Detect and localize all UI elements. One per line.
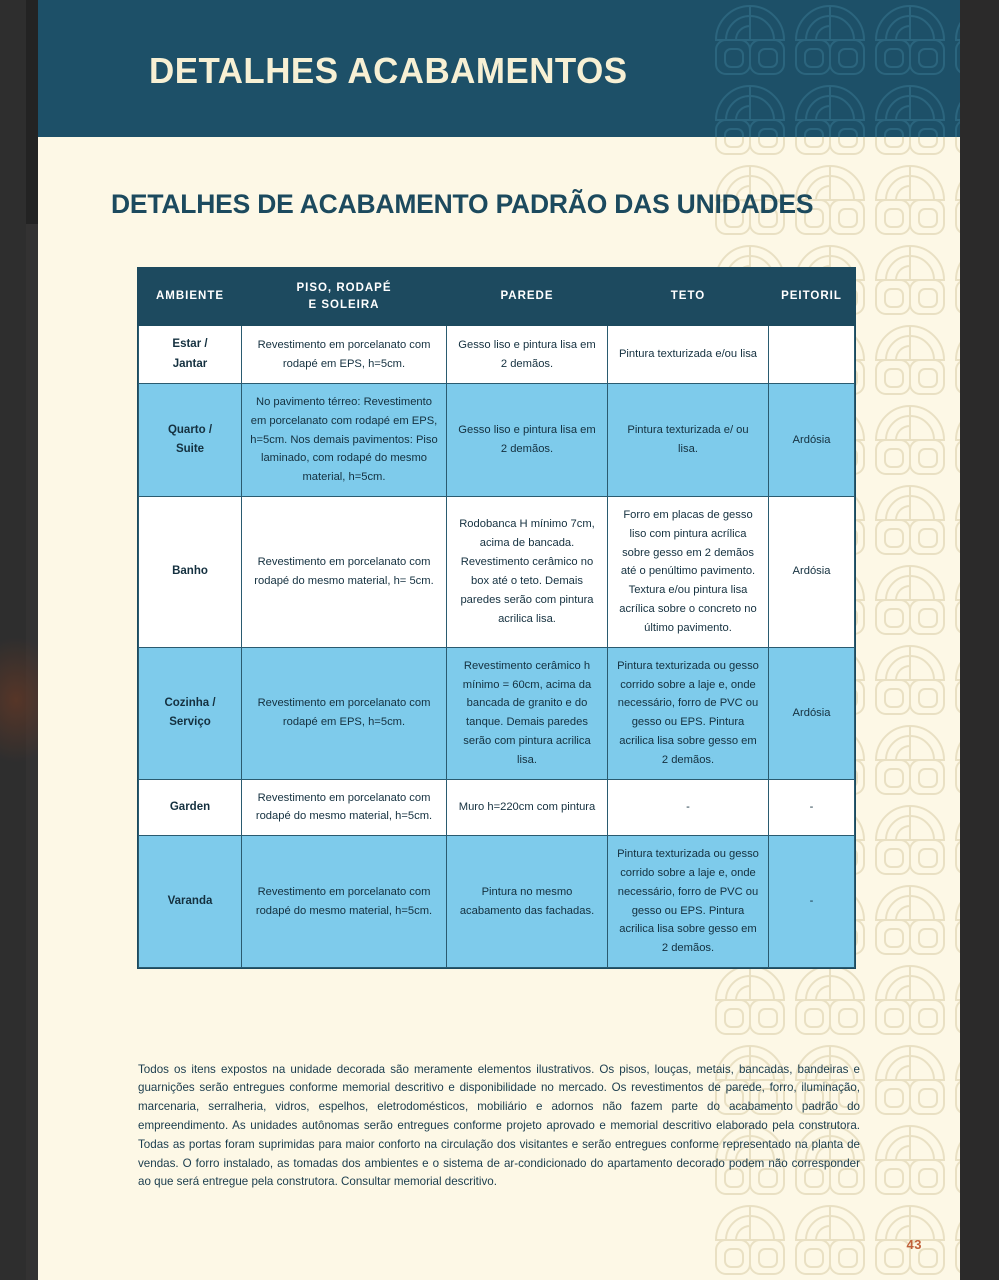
ambiente-line1: Banho [172, 565, 208, 578]
cell-parede: Gesso liso e pintura lisa em 2 demãos. [446, 324, 608, 384]
cell-peitoril: Ardósia [768, 496, 855, 648]
table-body: Estar / Jantar Revestimento em porcelana… [138, 324, 855, 969]
cell-piso: Revestimento em porcelanato com rodapé e… [241, 324, 447, 384]
disclaimer-text: Todos os itens expostos na unidade decor… [138, 1062, 860, 1189]
cell-peitoril: - [768, 778, 855, 837]
cell-parede: Pintura no mesmo acabamento das fachadas… [446, 835, 608, 969]
column-header-teto: TETO [607, 268, 769, 327]
cell-peitoril [768, 324, 855, 384]
cell-teto: - [607, 778, 769, 837]
cell-teto: Forro em placas de gesso liso com pintur… [607, 496, 769, 648]
cell-parede: Muro h=220cm com pintura [446, 778, 608, 837]
cell-parede: Rodobanca H mínimo 7cm, acima de bancada… [446, 496, 608, 648]
cell-ambiente: Estar / Jantar [138, 324, 242, 384]
cell-parede: Revestimento cerâmico h mínimo = 60cm, a… [446, 646, 608, 780]
column-header-piso-line2: E SOLEIRA [308, 298, 380, 311]
ambiente-line1: Cozinha / [164, 696, 216, 709]
ambiente-line1: Quarto / [167, 423, 213, 436]
page-header-band: DETALHES ACABAMENTOS [38, 0, 960, 137]
cell-teto: Pintura texturizada ou gesso corrido sob… [607, 646, 769, 780]
document-page: DETALHES ACABAMENTOS DETALHES DE ACABAME… [38, 0, 960, 1280]
cell-ambiente: Quarto / Suite [138, 382, 242, 498]
cell-ambiente: Cozinha / Serviço [138, 646, 242, 780]
section-title: DETALHES DE ACABAMENTO PADRÃO DAS UNIDAD… [111, 189, 814, 219]
document-title: DETALHES ACABAMENTOS [149, 50, 628, 91]
viewer-side-strip [26, 0, 38, 224]
ambiente-line2: Jantar [172, 357, 208, 370]
ambiente-line1: Varanda [167, 895, 213, 907]
cell-peitoril: Ardósia [768, 646, 855, 780]
ambiente-line1: Estar / [172, 338, 208, 351]
cell-piso: Revestimento em porcelanato com rodapé d… [241, 835, 447, 969]
cell-piso: Revestimento em porcelanato com rodapé e… [241, 646, 447, 780]
table-row: Cozinha / Serviço Revestimento em porcel… [138, 646, 855, 780]
cell-piso: Revestimento em porcelanato com rodapé d… [241, 778, 447, 837]
table-row: Varanda Revestimento em porcelanato com … [138, 835, 855, 969]
cell-peitoril: Ardósia [768, 382, 855, 498]
cell-teto: Pintura texturizada e/ou lisa [607, 324, 769, 384]
page-number: 43 [906, 1237, 922, 1252]
cell-teto: Pintura texturizada ou gesso corrido sob… [607, 835, 769, 969]
ambiente-line2: Suite [175, 443, 205, 455]
table-row: Estar / Jantar Revestimento em porcelana… [138, 324, 855, 384]
table-header-row: AMBIENTE PISO, RODAPÉ E SOLEIRA PAREDE T… [138, 268, 855, 327]
table-row: Banho Revestimento em porcelanato com ro… [138, 496, 855, 648]
ambiente-line2: Serviço [169, 716, 211, 729]
table-header: AMBIENTE PISO, RODAPÉ E SOLEIRA PAREDE T… [138, 268, 855, 327]
column-header-ambiente: AMBIENTE [138, 268, 242, 327]
cell-piso: No pavimento térreo: Revestimento em por… [241, 382, 447, 498]
cell-ambiente: Varanda [138, 835, 242, 969]
table-row: Garden Revestimento em porcelanato com r… [138, 778, 855, 837]
cell-teto: Pintura texturizada e/ ou lisa. [607, 382, 769, 498]
finish-details-table: AMBIENTE PISO, RODAPÉ E SOLEIRA PAREDE T… [138, 268, 855, 969]
cell-peitoril: - [768, 835, 855, 969]
ambiente-line1: Garden [169, 800, 211, 813]
decorative-motif-header [710, 0, 960, 137]
column-header-piso-rodape-soleira: PISO, RODAPÉ E SOLEIRA [241, 268, 447, 327]
column-header-peitoril: PEITORIL [768, 268, 855, 327]
page-body: DETALHES DE ACABAMENTO PADRÃO DAS UNIDAD… [38, 137, 960, 1280]
cell-piso: Revestimento em porcelanato com rodapé d… [241, 496, 447, 648]
cell-ambiente: Garden [138, 778, 242, 837]
column-header-parede: PAREDE [446, 268, 608, 327]
cell-ambiente: Banho [138, 496, 242, 648]
cell-parede: Gesso liso e pintura lisa em 2 demãos. [446, 382, 608, 498]
table-row: Quarto / Suite No pavimento térreo: Reve… [138, 382, 855, 498]
column-header-piso-line1: PISO, RODAPÉ [296, 282, 392, 294]
